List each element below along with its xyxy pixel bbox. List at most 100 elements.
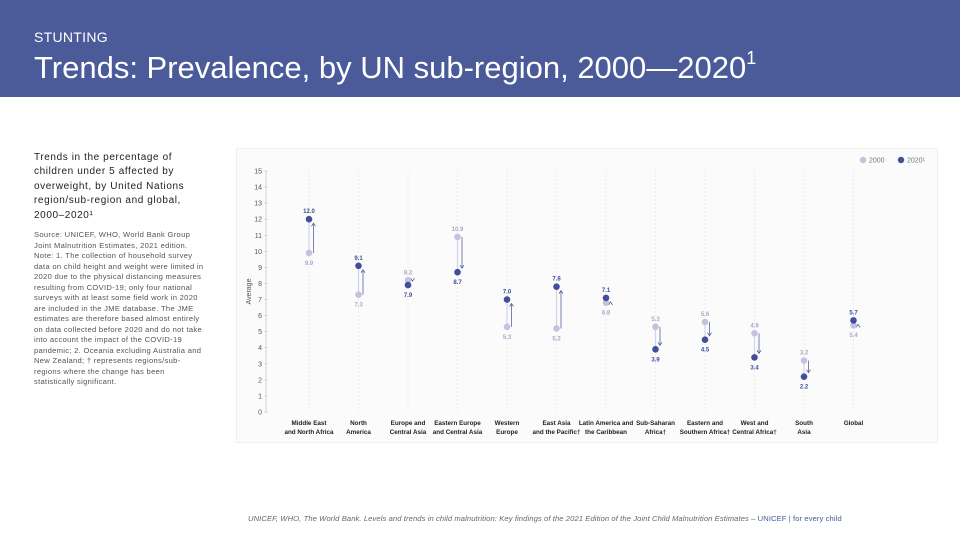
point-2000 xyxy=(404,276,412,284)
title-text: Trends: Prevalence, by UN sub-region, 20… xyxy=(34,50,747,85)
chart-description: Trends in the percentage of children und… xyxy=(34,152,185,221)
footer-citation: UNICEF, WHO, The World Bank. Levels and … xyxy=(248,514,842,523)
category-label: Eastern and xyxy=(687,420,723,427)
change-arrow-head xyxy=(608,301,613,306)
change-arrow-head xyxy=(707,332,712,337)
category-label: and the Pacific† xyxy=(533,429,581,436)
y-tick-label: 9 xyxy=(258,265,262,272)
value-label-2000: 8.2 xyxy=(404,270,413,276)
value-label-2020: 3.4 xyxy=(750,365,759,371)
point-2020 xyxy=(701,336,709,343)
category-label: the Caribbean xyxy=(585,429,627,436)
y-tick-label: 10 xyxy=(254,249,262,256)
change-arrow-head xyxy=(459,265,465,269)
category-label: Western xyxy=(495,420,520,427)
section-kicker: STUNTING xyxy=(34,29,108,45)
point-2000 xyxy=(751,329,758,337)
point-2020 xyxy=(652,346,659,353)
point-2000 xyxy=(355,291,362,299)
legend-label-2000: 2000 xyxy=(869,158,885,165)
chart-panel xyxy=(236,148,938,443)
y-tick-label: 8 xyxy=(258,281,262,288)
title-footnote: 1 xyxy=(746,48,757,68)
value-label-2000: 5.3 xyxy=(503,335,512,341)
category-label: Middle East xyxy=(292,420,328,427)
point-2020 xyxy=(503,296,511,303)
point-2000 xyxy=(503,323,511,331)
category-label: West and xyxy=(741,420,769,427)
category-label: Central Africa† xyxy=(732,429,777,436)
value-label-2000: 10.9 xyxy=(452,227,464,233)
value-label-2020: 7.1 xyxy=(602,288,611,294)
point-2020 xyxy=(404,281,412,289)
y-tick-label: 1 xyxy=(258,393,262,400)
category-label: Europe and xyxy=(391,420,426,427)
point-2020 xyxy=(355,262,362,270)
category-label: Latin America and xyxy=(579,420,634,427)
point-2020 xyxy=(305,215,313,223)
legend-label-2020: 2020¹ xyxy=(907,158,926,165)
value-label-2020: 12.0 xyxy=(303,209,315,215)
point-2020 xyxy=(602,294,610,302)
value-label-2000: 4.9 xyxy=(750,323,759,329)
value-label-2020: 8.7 xyxy=(453,280,462,286)
y-tick-label: 2 xyxy=(258,377,262,384)
category-label: and Central Asia xyxy=(433,429,483,436)
value-label-2020: 9.1 xyxy=(354,256,363,262)
y-tick-label: 6 xyxy=(258,313,262,320)
y-tick-label: 14 xyxy=(254,185,262,192)
y-tick-label: 12 xyxy=(254,217,262,224)
header-banner: STUNTING Trends: Prevalence, by UN sub-r… xyxy=(0,0,960,97)
change-arrow-head xyxy=(558,290,564,294)
point-2020 xyxy=(553,283,560,290)
change-arrow-head xyxy=(509,302,514,307)
legend-marker-2020 xyxy=(897,156,905,164)
change-arrow-head xyxy=(311,222,316,227)
value-label-2000: 9.9 xyxy=(305,261,314,267)
y-tick-label: 3 xyxy=(258,361,262,368)
point-2020 xyxy=(800,373,808,380)
category-label: and North Africa xyxy=(284,429,334,436)
category-label: America xyxy=(346,429,371,436)
category-label: Europe xyxy=(496,429,518,436)
y-tick-label: 11 xyxy=(255,233,262,240)
change-arrow-head xyxy=(410,277,415,282)
value-label-2020: 7.8 xyxy=(552,277,561,283)
value-label-2000: 5.2 xyxy=(552,336,561,342)
point-2020 xyxy=(751,354,758,361)
category-label: Asia xyxy=(797,429,811,436)
legend-marker-2000 xyxy=(859,156,867,164)
point-2000 xyxy=(553,325,560,332)
value-label-2020: 7.0 xyxy=(503,290,512,296)
value-label-2020: 3.9 xyxy=(651,357,660,363)
y-axis-label: Average xyxy=(246,278,253,304)
change-arrow-head xyxy=(657,342,663,346)
category-label: North xyxy=(350,420,367,427)
category-label: East Asia xyxy=(542,420,571,427)
point-2000 xyxy=(652,323,659,331)
change-arrow-head xyxy=(756,350,762,355)
point-2000 xyxy=(305,249,313,257)
category-label: Africa† xyxy=(645,429,667,436)
y-tick-label: 0 xyxy=(258,410,262,417)
value-label-2020: 2.2 xyxy=(800,385,809,391)
value-label-2020: 4.5 xyxy=(701,348,710,354)
category-label: Central Asia xyxy=(390,429,427,436)
point-2020 xyxy=(454,268,461,276)
value-label-2020: 7.9 xyxy=(404,293,413,299)
value-label-2000: 6.8 xyxy=(602,311,611,317)
y-tick-label: 7 xyxy=(258,297,262,304)
change-arrow-head xyxy=(360,269,366,273)
point-2000 xyxy=(602,299,610,307)
point-2000 xyxy=(701,318,709,326)
y-tick-label: 4 xyxy=(258,345,262,352)
citation-text: UNICEF, WHO, The World Bank. Levels and … xyxy=(248,514,758,523)
category-label: Southern Africa† xyxy=(680,429,731,436)
change-arrow-head xyxy=(806,369,811,374)
category-label: South xyxy=(795,420,813,427)
category-label: Eastern Europe xyxy=(434,420,481,427)
value-label-2020: 5.7 xyxy=(849,310,858,316)
brand-text: UNICEF | for every child xyxy=(757,514,842,523)
point-2000 xyxy=(454,233,461,241)
